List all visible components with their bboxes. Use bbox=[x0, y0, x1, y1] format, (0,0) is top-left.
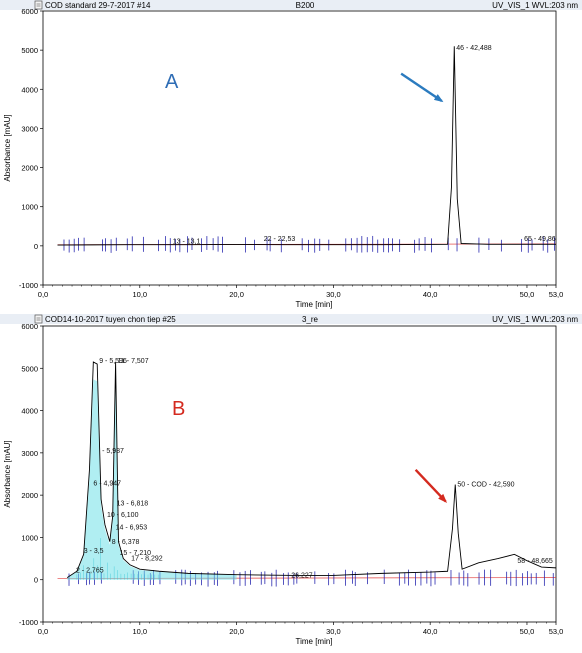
y-tick-labels: -1000 0 1000 2000 3000 4000 5000 6000 bbox=[19, 7, 38, 290]
x-tick-label: 30,0 bbox=[326, 290, 341, 299]
y-tick-label: -1000 bbox=[19, 618, 38, 627]
annotation-layer: 46 - 42,488 13 - 13,1 22 - 22,53 65 - 49,86 bbox=[173, 45, 556, 245]
peak-label: 2 - 2,765 bbox=[76, 568, 104, 575]
series-line bbox=[57, 46, 556, 246]
x-tick-labels: 0,0 10,0 20,0 30,0 40,0 50,0 53,0 bbox=[38, 290, 564, 299]
chromatogram-panel-b: COD14-10-2017 tuyen chon tiep #25 3_re U… bbox=[0, 314, 582, 646]
x-tick-label: 53,0 bbox=[549, 627, 564, 636]
series-layer bbox=[57, 46, 556, 246]
panel-header-sample: COD standard 29-7-2017 #14 bbox=[45, 1, 151, 10]
y-tick-label: 5000 bbox=[21, 46, 38, 55]
plot-frame bbox=[42, 10, 557, 286]
y-tick-label: 1000 bbox=[21, 203, 38, 212]
x-tick-label: 40,0 bbox=[423, 627, 438, 636]
peak-label: 17 - 8,292 bbox=[131, 555, 163, 562]
peak-label: 14 - 6,953 bbox=[116, 524, 148, 531]
y-tick-label: -1000 bbox=[19, 281, 38, 290]
axis-ticks bbox=[40, 325, 557, 625]
x-axis-label: Time [min] bbox=[295, 637, 332, 646]
panel-header-detector: UV_VIS_1 WVL:203 nm bbox=[492, 315, 578, 324]
peak-label: 46 - 42,488 bbox=[456, 45, 492, 52]
axis-ticks bbox=[40, 10, 557, 288]
document-icon bbox=[34, 0, 43, 10]
document-icon bbox=[34, 314, 43, 324]
peak-label: 10 - 6,100 bbox=[107, 512, 139, 519]
peak-label: 9 - 5,596 bbox=[99, 358, 127, 365]
peak-label: 13 - 6,818 bbox=[117, 501, 149, 508]
x-tick-label: 20,0 bbox=[229, 627, 244, 636]
x-tick-label: 50,0 bbox=[520, 290, 535, 299]
panel-header-method: B200 bbox=[296, 1, 315, 10]
peak-label: 8 - 6,378 bbox=[112, 539, 140, 546]
x-tick-label: 0,0 bbox=[38, 627, 48, 636]
panel-header-bar bbox=[0, 0, 582, 10]
y-tick-label: 3000 bbox=[21, 124, 38, 133]
x-tick-label: 30,0 bbox=[326, 627, 341, 636]
panel-label: A bbox=[165, 71, 179, 93]
x-tick-labels: 0,0 10,0 20,0 30,0 40,0 50,0 53,0 bbox=[38, 627, 564, 636]
peak-label: 22 - 22,53 bbox=[264, 236, 296, 243]
peak-label: 3 - 3,5 bbox=[84, 548, 104, 555]
y-tick-label: 6000 bbox=[21, 7, 38, 16]
plot-frame bbox=[42, 325, 557, 623]
y-tick-labels: -1000 0 1000 2000 3000 4000 5000 6000 bbox=[19, 322, 38, 627]
peak-label: 50 - COD - 42,590 bbox=[457, 482, 514, 489]
x-tick-label: 40,0 bbox=[423, 290, 438, 299]
x-tick-label: 0,0 bbox=[38, 290, 48, 299]
peak-label: 6 - 4,947 bbox=[93, 480, 121, 487]
x-tick-label: 20,0 bbox=[229, 290, 244, 299]
x-tick-label: 53,0 bbox=[549, 290, 564, 299]
peak-label: 58 - 48,665 bbox=[517, 558, 553, 565]
y-tick-label: 0 bbox=[34, 576, 38, 585]
chromatogram-panel-a: COD standard 29-7-2017 #14 B200 UV_VIS_1… bbox=[0, 0, 582, 309]
panel-header-bar bbox=[0, 314, 582, 324]
arrow-icon bbox=[414, 468, 448, 503]
panel-header-method: 3_re bbox=[302, 315, 319, 324]
x-tick-label: 50,0 bbox=[520, 627, 535, 636]
panel-label: B bbox=[172, 398, 185, 420]
y-tick-label: 2000 bbox=[21, 491, 38, 500]
y-tick-label: 3000 bbox=[21, 449, 38, 458]
y-tick-label: 2000 bbox=[21, 164, 38, 173]
peak-label: 15 - 7,210 bbox=[120, 550, 152, 557]
panel-header-sample: COD14-10-2017 tuyen chon tiep #25 bbox=[45, 315, 176, 324]
y-tick-label: 6000 bbox=[21, 322, 38, 331]
y-tick-label: 4000 bbox=[21, 407, 38, 416]
x-axis-label: Time [min] bbox=[295, 300, 332, 309]
panel-header-detector: UV_VIS_1 WVL:203 nm bbox=[492, 1, 578, 10]
y-axis-label: Absorbance [mAU] bbox=[3, 440, 12, 507]
x-tick-label: 10,0 bbox=[132, 627, 147, 636]
series-layer bbox=[66, 361, 557, 580]
peak-label: 13 - 13,1 bbox=[173, 239, 201, 246]
y-tick-label: 5000 bbox=[21, 364, 38, 373]
peak-label: 11 - 7,507 bbox=[118, 358, 149, 365]
y-tick-label: 1000 bbox=[21, 533, 38, 542]
series-line bbox=[66, 361, 557, 578]
peak-label: - 5,987 bbox=[102, 448, 124, 455]
peak-label: - 26,227 bbox=[287, 573, 313, 580]
x-tick-label: 10,0 bbox=[132, 290, 147, 299]
arrow-icon bbox=[400, 72, 444, 103]
peak-label: 65 - 49,86 bbox=[524, 236, 556, 243]
y-tick-label: 0 bbox=[34, 242, 38, 251]
y-axis-label: Absorbance [mAU] bbox=[3, 114, 12, 181]
y-tick-label: 4000 bbox=[21, 85, 38, 94]
